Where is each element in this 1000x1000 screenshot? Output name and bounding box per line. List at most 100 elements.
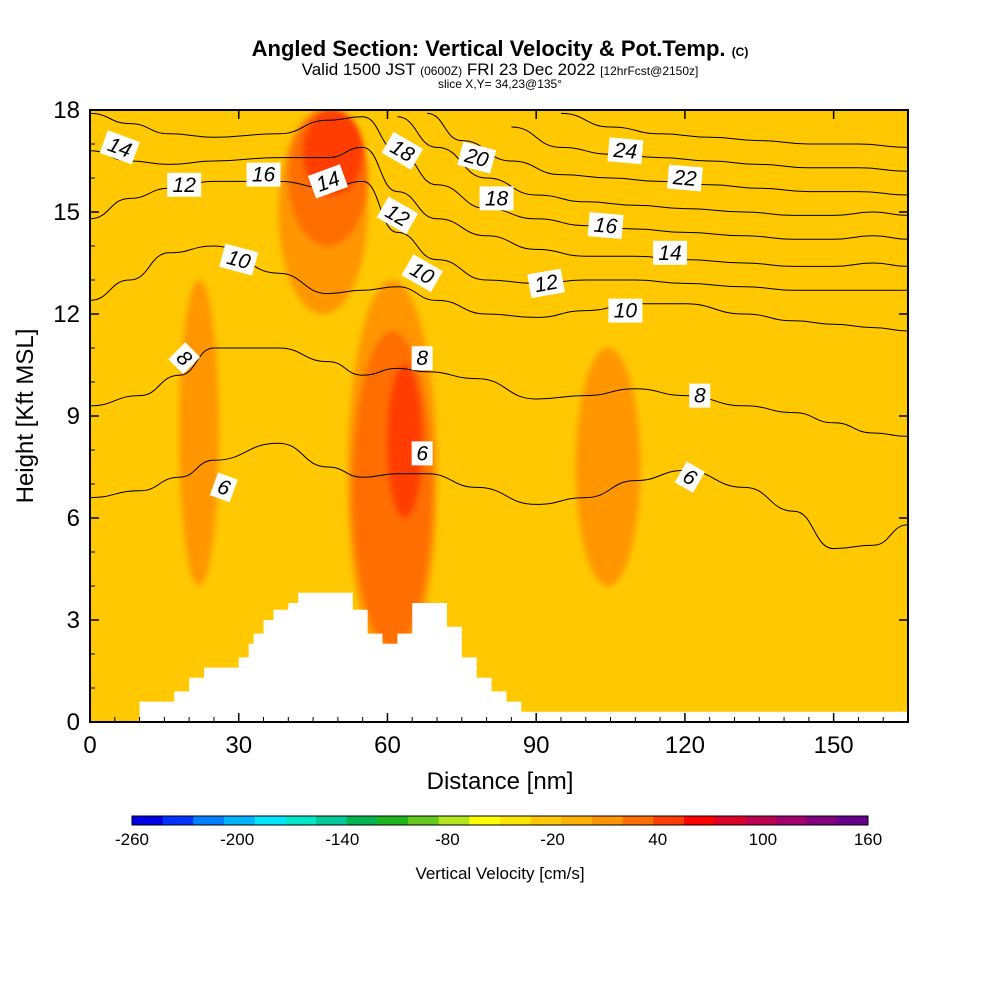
theta-contour-6 [90, 442, 908, 550]
x-tick-label: 0 [83, 732, 96, 759]
forecast-info: [12hrFcst@2150z] [600, 64, 699, 78]
svg-text:12: 12 [533, 270, 560, 297]
colorbar-tick-label: -80 [435, 830, 460, 849]
colorbar-swatch [653, 816, 685, 825]
x-tick-label: 150 [814, 732, 854, 759]
svg-text:18: 18 [485, 187, 509, 210]
theta-contour-8 [90, 347, 908, 437]
colorbar-tick-label: -260 [115, 830, 149, 849]
contour-label-11: 14 [653, 240, 688, 265]
svg-text:16: 16 [593, 214, 619, 239]
colorbar-swatch [377, 816, 409, 825]
colorbar-swatch [224, 816, 256, 825]
y-axis-label: Height [Kft MSL] [12, 329, 39, 504]
colorbar-tick-label: -20 [540, 830, 565, 849]
colorbar-tick-label: -140 [325, 830, 359, 849]
theta-contour-10 [90, 245, 908, 332]
svg-text:6: 6 [416, 442, 428, 465]
colorbar-tick-label: 40 [648, 830, 667, 849]
velocity-region-13 [387, 365, 423, 518]
colorbar-swatch [316, 816, 348, 825]
x-tick-label: 60 [374, 732, 401, 759]
svg-text:8: 8 [694, 385, 706, 408]
colorbar-tick-label: -200 [220, 830, 254, 849]
colorbar-swatch [162, 816, 194, 825]
contour-label-5: 20 [457, 141, 497, 174]
valid-prefix: Valid 1500 JST [301, 60, 416, 79]
colorbar-swatch [193, 816, 225, 825]
y-tick-label: 0 [67, 709, 80, 736]
slice-info: slice X,Y= 34,23@135° [437, 77, 563, 91]
colorbar-swatch [530, 816, 562, 825]
colorbar-tick-label: 100 [749, 830, 777, 849]
svg-text:10: 10 [614, 300, 638, 323]
x-tick-label: 30 [225, 732, 252, 759]
y-tick-label: 15 [53, 199, 80, 226]
y-tick-label: 3 [67, 607, 80, 634]
contour-label-4: 18 [381, 131, 424, 170]
colorbar-swatch [408, 816, 440, 825]
contour-label-20: 6 [209, 472, 238, 503]
contour-label-10: 16 [587, 212, 624, 240]
contour-label-13: 10 [401, 254, 443, 293]
colorbar-swatch [500, 816, 532, 825]
contour-label-7: 22 [666, 164, 703, 192]
x-tick-label: 90 [523, 732, 550, 759]
contour-label-21: 6 [674, 461, 705, 493]
contour-label-6: 24 [607, 137, 644, 165]
theta-contour-14 [90, 146, 908, 267]
valid-zulu: (0600Z) [420, 64, 463, 78]
colorbar-swatch [806, 816, 838, 825]
theta-contour-24 [560, 112, 908, 148]
y-tick-label: 6 [67, 505, 80, 532]
colorbar-swatch [346, 816, 378, 825]
terrain-profile [90, 592, 908, 722]
theta-contour-layer [90, 112, 908, 550]
contour-label-14: 12 [527, 268, 565, 299]
contour-label-8: 18 [479, 186, 514, 211]
title-text: Angled Section: Vertical Velocity & Pot.… [251, 36, 726, 61]
y-tick-label: 12 [53, 301, 80, 328]
axes: 0 30 60 90 120 150 0 3 6 9 12 15 18 [53, 97, 908, 759]
velocity-region-7 [179, 280, 219, 586]
theta-contour-12 [90, 180, 908, 291]
contour-label-19: 6 [411, 441, 433, 466]
valid-date: FRI 23 Dec 2022 [466, 60, 596, 79]
colorbar-swatch [776, 816, 808, 825]
valid-time: Valid 1500 JST (0600Z) FRI 23 Dec 2022 [… [0, 60, 1000, 80]
svg-text:12: 12 [173, 174, 197, 197]
contour-label-2: 16 [246, 162, 281, 187]
contour-label-1: 12 [167, 172, 202, 197]
colorbar-swatch [469, 816, 501, 825]
x-axis-label: Distance [nm] [427, 768, 574, 795]
velocity-region-background [90, 110, 908, 722]
colorbar-swatch [837, 816, 869, 825]
svg-text:22: 22 [671, 166, 698, 191]
colorbar-label: Vertical Velocity [cm/s] [415, 864, 585, 883]
contour-label-15: 10 [608, 298, 643, 323]
contour-label-18: 8 [689, 383, 711, 408]
colorbar-swatch [714, 816, 746, 825]
chart-title: Angled Section: Vertical Velocity & Pot.… [0, 36, 1000, 62]
colorbar-swatch [438, 816, 470, 825]
theta-contour-18 [397, 116, 908, 216]
theta-contour-16 [90, 112, 908, 240]
colorbar-swatch [745, 816, 777, 825]
colorbar-frame [131, 815, 869, 826]
y-tick-label: 9 [67, 403, 80, 430]
velocity-region-9 [575, 348, 641, 586]
theta-contour-22 [511, 126, 908, 172]
y-tick-label: 18 [53, 97, 80, 124]
svg-text:8: 8 [416, 347, 428, 370]
x-tick-label: 120 [665, 732, 705, 759]
colorbar-swatch [561, 816, 593, 825]
colorbar-swatch [592, 816, 624, 825]
terrain-layer [90, 592, 908, 722]
svg-text:14: 14 [658, 242, 681, 265]
contour-label-17: 8 [411, 346, 433, 371]
colorbar-swatch [622, 816, 654, 825]
colorbar-swatch [684, 816, 716, 825]
colorbar-swatch [285, 816, 317, 825]
title-suffix: (C) [731, 45, 749, 59]
